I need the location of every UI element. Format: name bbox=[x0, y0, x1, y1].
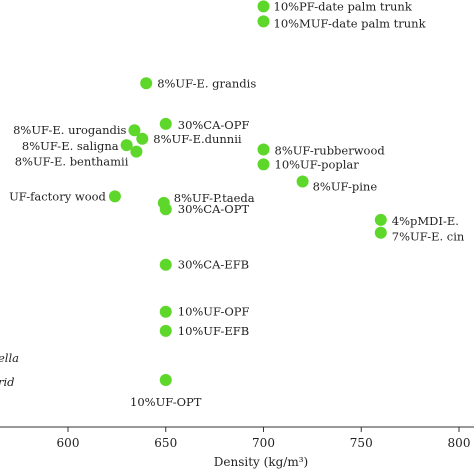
point-label: 7%UF-E. cin bbox=[392, 230, 465, 244]
point-label: 8%UF-E.dunnii bbox=[153, 132, 242, 146]
point-label: 8%UF-E. grandis bbox=[157, 76, 256, 90]
data-point bbox=[108, 190, 121, 203]
point-label: UF-factory wood bbox=[9, 189, 106, 203]
data-point bbox=[140, 77, 153, 90]
data-point bbox=[159, 305, 172, 318]
data-point bbox=[257, 158, 270, 171]
data-point bbox=[159, 374, 172, 387]
data-point bbox=[159, 258, 172, 271]
point-label: 4%pMDI-E. bbox=[392, 214, 459, 228]
data-point bbox=[257, 143, 270, 156]
point-label: 10%PF-date palm trunk bbox=[274, 0, 413, 13]
point-label: 30%CA-OPF bbox=[178, 118, 250, 132]
point-label: 10%UF-poplar bbox=[275, 157, 360, 171]
x-tick-label: 800 bbox=[448, 436, 471, 450]
point-label: 8%UF-rubberwood bbox=[275, 143, 386, 157]
point-label: 10%UF-OPT bbox=[130, 395, 202, 409]
point-label: 8%UF-P.taeda bbox=[174, 191, 255, 205]
point-label: 10%UF-OPF bbox=[178, 305, 250, 319]
data-point bbox=[257, 15, 270, 28]
point-label: 30%CA-EFB bbox=[178, 258, 249, 272]
x-axis-ticks: 600 650 700 750 800 bbox=[57, 427, 471, 450]
cut-annotation-1: ella bbox=[0, 351, 19, 365]
data-point bbox=[159, 324, 172, 337]
x-tick-label: 750 bbox=[350, 436, 373, 450]
data-point bbox=[128, 124, 141, 137]
data-point bbox=[374, 213, 387, 226]
point-label: 8%UF-E. saligna bbox=[22, 139, 119, 153]
x-tick-label: 600 bbox=[57, 436, 80, 450]
cut-annotation-2: rid bbox=[0, 375, 15, 389]
data-point bbox=[130, 145, 143, 158]
x-tick-label: 650 bbox=[154, 436, 177, 450]
data-point bbox=[120, 139, 133, 152]
data-point bbox=[159, 117, 172, 130]
x-axis-title: Density (kg/m³) bbox=[214, 455, 308, 469]
x-tick-label: 700 bbox=[252, 436, 275, 450]
data-points bbox=[108, 0, 387, 387]
point-label: 10%MUF-date palm trunk bbox=[274, 16, 427, 30]
data-point bbox=[136, 132, 149, 145]
point-label: 10%UF-EFB bbox=[178, 324, 249, 338]
point-label: 8%UF-E. urogandis bbox=[13, 123, 126, 137]
point-label: 8%UF-pine bbox=[313, 179, 378, 193]
data-point bbox=[374, 226, 387, 239]
data-point bbox=[159, 203, 172, 216]
point-label: 8%UF-E. benthamii bbox=[15, 155, 129, 169]
point-labels: 10%PF-date palm trunk 10%MUF-date palm tr… bbox=[9, 0, 465, 409]
point-label: 30%CA-OPT bbox=[178, 202, 250, 216]
data-point bbox=[257, 0, 270, 13]
data-point bbox=[296, 175, 309, 188]
